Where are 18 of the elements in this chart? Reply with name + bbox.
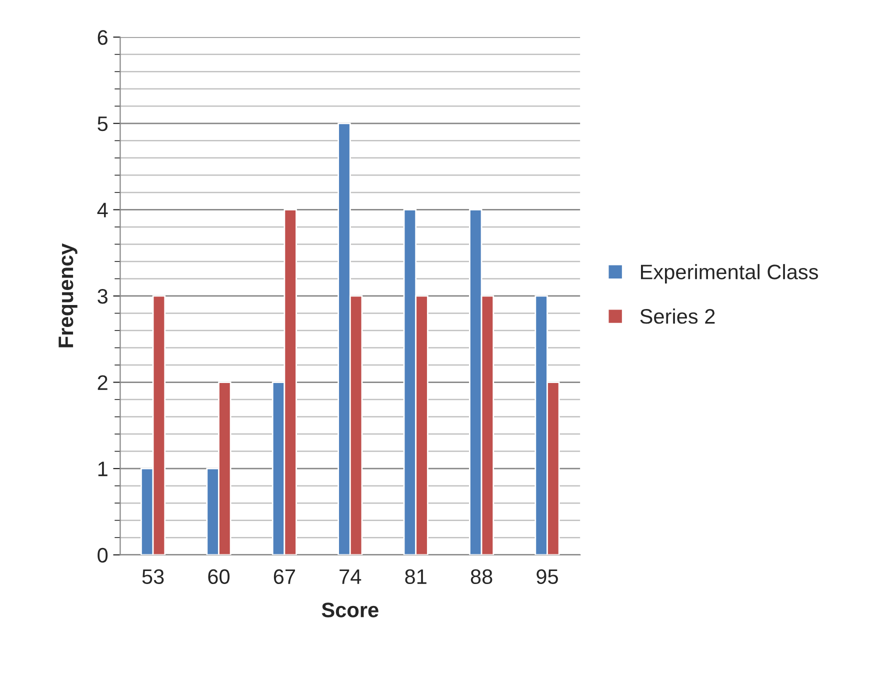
y-tick-label: 3	[98, 288, 108, 304]
y-tick-label: 5	[98, 116, 108, 132]
x-axis-title: Score	[322, 602, 378, 618]
y-tick-label: 6	[98, 30, 108, 45]
x-tick-label: 95	[536, 569, 558, 584]
x-tick-label: 53	[142, 569, 164, 584]
y-axis-title: Frequency	[58, 243, 78, 348]
legend-label: Series 2	[640, 308, 715, 324]
y-tick-label: 2	[98, 375, 108, 390]
x-tick-label: 67	[274, 569, 295, 584]
x-tick-label: 74	[340, 570, 362, 584]
y-tick-label: 1	[98, 462, 108, 476]
x-tick-label: 60	[208, 569, 230, 584]
x-tick-label: 88	[470, 569, 492, 584]
y-tick-label: 0	[98, 548, 108, 563]
legend-label: Experimental Class	[640, 264, 818, 284]
x-tick-label: 81	[405, 569, 426, 584]
y-tick-label: 4	[97, 202, 108, 218]
